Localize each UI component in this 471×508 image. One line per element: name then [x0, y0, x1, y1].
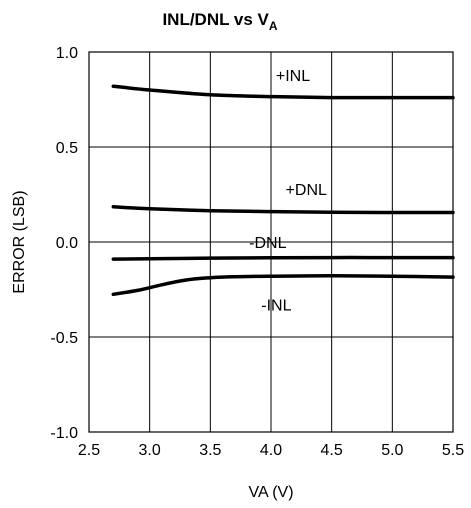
- series-label: +INL: [276, 68, 310, 85]
- series-label: +DNL: [286, 182, 327, 199]
- series-label: -DNL: [249, 235, 286, 252]
- chart-title-main: INL/DNL vs V: [162, 10, 269, 29]
- x-tick-label: 3.5: [199, 442, 221, 459]
- chart-title-subscript: A: [269, 19, 278, 33]
- grid: [89, 52, 453, 432]
- y-tick-label: -0.5: [50, 330, 78, 347]
- x-tick-label: 3.0: [139, 442, 161, 459]
- y-tick-label: 1.0: [56, 45, 78, 62]
- series-line-1: [111, 205, 455, 215]
- series-line-2: [111, 255, 455, 261]
- x-tick-label: 4.0: [260, 442, 282, 459]
- series-annotations: +INL +DNL -DNL -INL: [249, 68, 327, 315]
- series-lines: [111, 84, 455, 297]
- y-axis-label: ERROR (LSB): [11, 190, 28, 293]
- chart-title: INL/DNL vs VA: [162, 10, 277, 33]
- y-tick-label: -1.0: [50, 425, 78, 442]
- series-line-0: [111, 84, 455, 100]
- plot-frame: [88, 51, 454, 433]
- x-tick-label: 5.5: [442, 442, 464, 459]
- x-tick-label: 5.0: [381, 442, 403, 459]
- series-line-3: [111, 274, 455, 297]
- y-tick-label: 0.0: [56, 235, 78, 252]
- x-tick-label: 2.5: [78, 442, 100, 459]
- series-label: -INL: [261, 298, 291, 315]
- x-tick-label: 4.5: [321, 442, 343, 459]
- x-axis-label: VA (V): [248, 484, 293, 501]
- tick-labels: 2.5 3.0 3.5 4.0 4.5 5.0 5.5 -1.0 -0.5 0.0 0.5 1.0: [50, 45, 464, 459]
- y-tick-label: 0.5: [56, 140, 78, 157]
